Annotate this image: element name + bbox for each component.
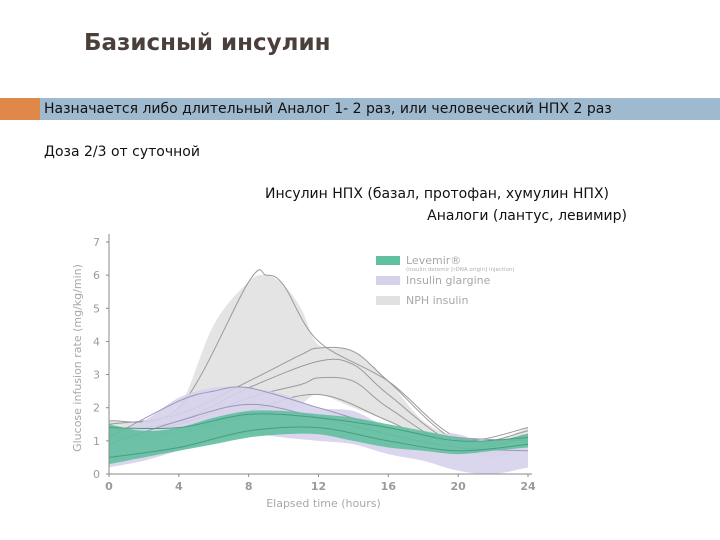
x-axis-title: Elapsed time (hours) xyxy=(266,497,381,510)
series-3-curve-1 xyxy=(108,413,529,442)
y-tick-label: 5 xyxy=(93,302,100,315)
bullet-band: Назначается либо длительный Аналог 1- 2 … xyxy=(0,98,720,120)
series-1-curve-1 xyxy=(108,269,529,441)
x-tick-label: 24 xyxy=(520,480,536,493)
y-tick-label: 4 xyxy=(93,335,100,348)
y-tick-label: 3 xyxy=(93,369,100,382)
legend-swatch-series-3 xyxy=(376,256,400,265)
legend-sub-series-3: (insulin detemir [rDNA origin] injection… xyxy=(406,267,515,273)
x-tick-label: 8 xyxy=(245,480,253,493)
bullet-2: Доза 2/3 от суточной xyxy=(44,144,200,160)
legend-swatch-series-1 xyxy=(376,296,400,305)
x-tick-label: 4 xyxy=(175,480,183,493)
chart-caption-line-2: Аналоги (лантус, левимир) xyxy=(427,208,627,224)
x-tick-label: 12 xyxy=(311,480,326,493)
bullet-1: Назначается либо длительный Аналог 1- 2 … xyxy=(40,98,720,120)
series-3-curve-2 xyxy=(108,426,529,458)
y-tick-label: 1 xyxy=(93,435,100,448)
x-tick-label: 16 xyxy=(381,480,397,493)
legend-label-series-3: Levemir® xyxy=(406,254,461,267)
legend-label-series-2: Insulin glargine xyxy=(406,274,491,287)
x-tick-label: 20 xyxy=(451,480,467,493)
slide-title: Базисный инсулин xyxy=(84,30,331,56)
legend-swatch-series-2 xyxy=(376,276,400,285)
chart-caption-line-1: Инсулин НПХ (базал, протофан, хумулин НП… xyxy=(265,186,610,202)
accent-block xyxy=(0,98,40,120)
y-axis-title: Glucose infusion rate (mg/kg/min) xyxy=(71,264,84,452)
y-tick-label: 2 xyxy=(93,402,100,415)
y-tick-label: 0 xyxy=(93,468,100,481)
legend-label-series-1: NPH insulin xyxy=(406,294,468,307)
x-tick-label: 0 xyxy=(105,480,113,493)
y-tick-label: 7 xyxy=(93,236,100,249)
series-3-area xyxy=(109,410,528,465)
y-tick-label: 6 xyxy=(93,269,100,282)
